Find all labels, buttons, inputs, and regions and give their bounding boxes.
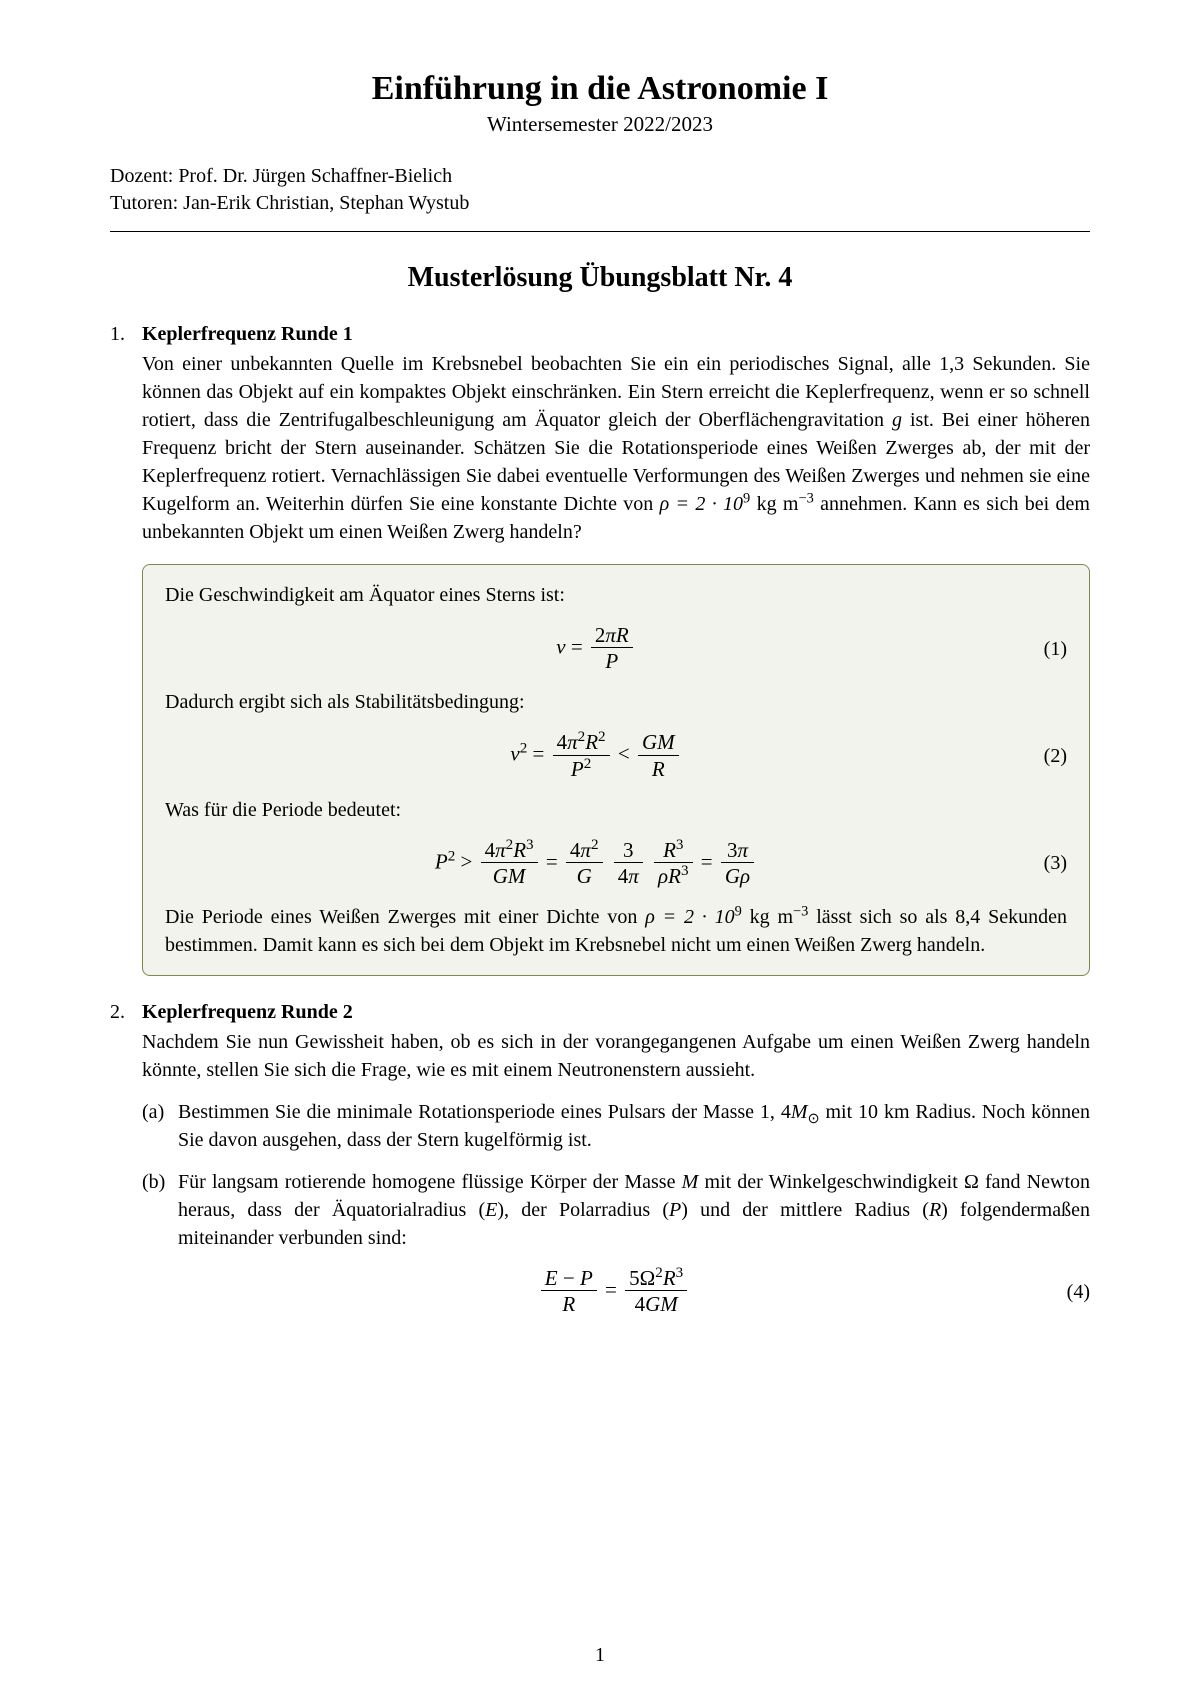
page: Einführung in die Astronomie I Wintersem… (0, 0, 1200, 1697)
q2b-R: R (929, 1199, 941, 1221)
dozent-name: Prof. Dr. Jürgen Schaffner-Bielich (178, 165, 452, 187)
eq1-body: v = 2πRP (165, 623, 1027, 674)
sol-concl-rho-unit: kg m (742, 906, 793, 928)
instructors-block: Dozent: Prof. Dr. Jürgen Schaffner-Bieli… (110, 163, 1090, 217)
eq2-number: (2) (1027, 742, 1067, 770)
page-number: 1 (0, 1644, 1200, 1667)
q2-title: Keplerfrequenz Runde 2 (142, 1001, 353, 1023)
q2a-msun: M (791, 1101, 808, 1123)
eq4-body: E − PR = 5Ω2R34GM (178, 1266, 1050, 1317)
q2b-mid2: ), der Polarradius ( (497, 1199, 669, 1221)
q1-rho: ρ = 2 · 10 (660, 493, 743, 515)
q2a-pre: Bestimmen Sie die minimale Rotationsperi… (178, 1101, 791, 1123)
eq2-body: v2 = 4π2R2P2 < GMR (165, 730, 1027, 781)
q2b-P: P (669, 1199, 681, 1221)
q1-g: g (892, 409, 902, 431)
tutoren-line: Tutoren: Jan-Erik Christian, Stephan Wys… (110, 190, 1090, 217)
q1-title: Keplerfrequenz Runde 1 (142, 323, 353, 345)
sol-concl-pre: Die Periode eines Weißen Zwerges mit ein… (165, 906, 645, 928)
q2b-E: E (485, 1199, 497, 1221)
q2-sublist: Bestimmen Sie die minimale Rotationsperi… (142, 1098, 1090, 1317)
q2a-sun-icon: ⊙ (808, 1111, 820, 1127)
q2b-mid3: ) und der mittlere Radius ( (681, 1199, 929, 1221)
solution-box: Die Geschwindigkeit am Äquator eines Ste… (142, 564, 1090, 976)
sol-line1: Die Geschwindigkeit am Äquator eines Ste… (165, 581, 1067, 609)
eq3-number: (3) (1027, 849, 1067, 877)
q2-part-b: Für langsam rotierende homogene flüssige… (142, 1168, 1090, 1317)
question-2: Keplerfrequenz Runde 2 Nachdem Sie nun G… (110, 998, 1090, 1317)
sol-concl-rho: ρ = 2 · 10 (645, 906, 734, 928)
sol-line3: Was für die Periode bedeutet: (165, 796, 1067, 824)
sheet-heading: Musterlösung Übungsblatt Nr. 4 (110, 262, 1090, 294)
sol-concl-rho-unit-exp: −3 (793, 904, 808, 920)
sol-line2: Dadurch ergibt sich als Stabilitätsbedin… (165, 688, 1067, 716)
equation-4: E − PR = 5Ω2R34GM (4) (178, 1266, 1090, 1317)
q2-part-a: Bestimmen Sie die minimale Rotationsperi… (142, 1098, 1090, 1154)
q1-rho-unit-exp: −3 (798, 490, 813, 506)
q2b-pre: Für langsam rotierende homogene flüssige… (178, 1171, 682, 1193)
q1-body: Von einer unbekannten Quelle im Krebsneb… (142, 350, 1090, 546)
sol-conclusion: Die Periode eines Weißen Zwerges mit ein… (165, 903, 1067, 959)
question-1: Keplerfrequenz Runde 1 Von einer unbekan… (110, 320, 1090, 976)
header-rule (110, 231, 1090, 232)
tutoren-names: Jan-Erik Christian, Stephan Wystub (183, 192, 469, 214)
q2b-M: M (682, 1171, 699, 1193)
equation-3: P2 > 4π2R3GM = 4π2G 34π R3ρR3 = 3πGρ (3) (165, 838, 1067, 889)
tutoren-label: Tutoren: (110, 192, 178, 214)
sol-concl-rho-exp: 9 (735, 904, 742, 920)
equation-1: v = 2πRP (1) (165, 623, 1067, 674)
eq4-number: (4) (1050, 1278, 1090, 1306)
eq3-body: P2 > 4π2R3GM = 4π2G 34π R3ρR3 = 3πGρ (165, 838, 1027, 889)
eq1-number: (1) (1027, 635, 1067, 663)
dozent-label: Dozent: (110, 165, 173, 187)
dozent-line: Dozent: Prof. Dr. Jürgen Schaffner-Bieli… (110, 163, 1090, 190)
q2-body: Nachdem Sie nun Gewissheit haben, ob es … (142, 1028, 1090, 1084)
q1-rho-unit: kg m (750, 493, 798, 515)
equation-2: v2 = 4π2R2P2 < GMR (2) (165, 730, 1067, 781)
course-title: Einführung in die Astronomie I (110, 70, 1090, 108)
semester: Wintersemester 2022/2023 (110, 112, 1090, 137)
question-list: Keplerfrequenz Runde 1 Von einer unbekan… (110, 320, 1090, 1318)
